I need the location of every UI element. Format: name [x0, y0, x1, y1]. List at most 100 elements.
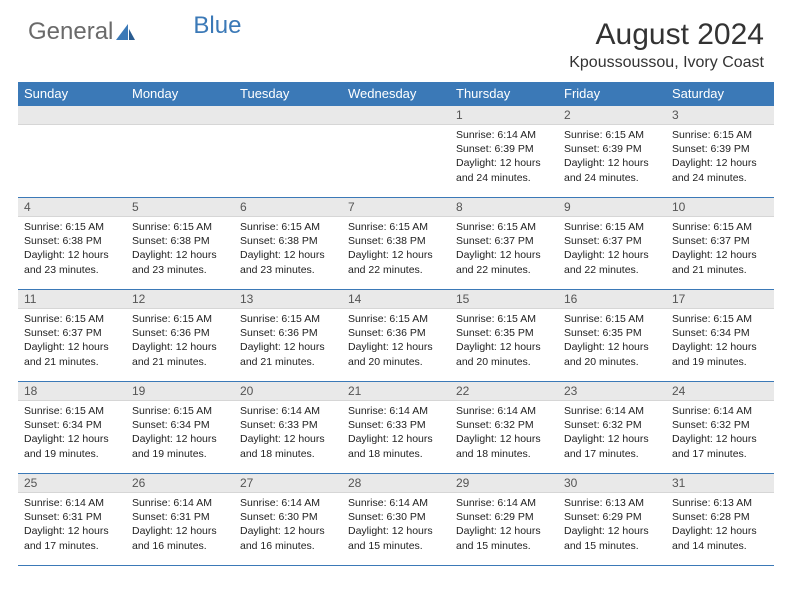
daylight-line: Daylight: 12 hours and 15 minutes. [348, 524, 444, 552]
daylight-line: Daylight: 12 hours and 17 minutes. [672, 432, 768, 460]
calendar-cell: 9Sunrise: 6:15 AMSunset: 6:37 PMDaylight… [558, 198, 666, 290]
day-number: 30 [558, 474, 666, 493]
calendar-week: 18Sunrise: 6:15 AMSunset: 6:34 PMDayligh… [18, 382, 774, 474]
calendar-cell: 1Sunrise: 6:14 AMSunset: 6:39 PMDaylight… [450, 106, 558, 198]
day-details: Sunrise: 6:15 AMSunset: 6:34 PMDaylight:… [126, 401, 234, 465]
day-details: Sunrise: 6:14 AMSunset: 6:30 PMDaylight:… [342, 493, 450, 557]
sunset-line: Sunset: 6:35 PM [456, 326, 552, 340]
sail-icon [115, 22, 137, 42]
sunset-line: Sunset: 6:29 PM [456, 510, 552, 524]
day-details: Sunrise: 6:15 AMSunset: 6:34 PMDaylight:… [18, 401, 126, 465]
sunrise-line: Sunrise: 6:15 AM [672, 220, 768, 234]
month-title: August 2024 [569, 18, 764, 52]
day-number: 21 [342, 382, 450, 401]
calendar-cell [18, 106, 126, 198]
sunrise-line: Sunrise: 6:14 AM [348, 496, 444, 510]
calendar-cell: 27Sunrise: 6:14 AMSunset: 6:30 PMDayligh… [234, 474, 342, 566]
day-number: 25 [18, 474, 126, 493]
daylight-line: Daylight: 12 hours and 22 minutes. [564, 248, 660, 276]
day-number: 6 [234, 198, 342, 217]
calendar-cell: 31Sunrise: 6:13 AMSunset: 6:28 PMDayligh… [666, 474, 774, 566]
calendar-cell: 18Sunrise: 6:15 AMSunset: 6:34 PMDayligh… [18, 382, 126, 474]
sunset-line: Sunset: 6:30 PM [240, 510, 336, 524]
day-number: 5 [126, 198, 234, 217]
sunrise-line: Sunrise: 6:15 AM [348, 312, 444, 326]
calendar-cell [342, 106, 450, 198]
calendar-cell [126, 106, 234, 198]
day-details: Sunrise: 6:14 AMSunset: 6:33 PMDaylight:… [342, 401, 450, 465]
calendar-week: 11Sunrise: 6:15 AMSunset: 6:37 PMDayligh… [18, 290, 774, 382]
sunrise-line: Sunrise: 6:15 AM [564, 128, 660, 142]
calendar-cell: 29Sunrise: 6:14 AMSunset: 6:29 PMDayligh… [450, 474, 558, 566]
calendar-cell: 30Sunrise: 6:13 AMSunset: 6:29 PMDayligh… [558, 474, 666, 566]
day-number [342, 106, 450, 125]
day-number [234, 106, 342, 125]
calendar-cell: 14Sunrise: 6:15 AMSunset: 6:36 PMDayligh… [342, 290, 450, 382]
calendar-cell: 22Sunrise: 6:14 AMSunset: 6:32 PMDayligh… [450, 382, 558, 474]
day-details: Sunrise: 6:13 AMSunset: 6:29 PMDaylight:… [558, 493, 666, 557]
calendar-cell: 25Sunrise: 6:14 AMSunset: 6:31 PMDayligh… [18, 474, 126, 566]
day-details: Sunrise: 6:15 AMSunset: 6:37 PMDaylight:… [558, 217, 666, 281]
day-header: Tuesday [234, 82, 342, 106]
sunset-line: Sunset: 6:32 PM [564, 418, 660, 432]
calendar-head: SundayMondayTuesdayWednesdayThursdayFrid… [18, 82, 774, 106]
day-details: Sunrise: 6:14 AMSunset: 6:29 PMDaylight:… [450, 493, 558, 557]
sunrise-line: Sunrise: 6:15 AM [564, 220, 660, 234]
sunrise-line: Sunrise: 6:15 AM [348, 220, 444, 234]
sunset-line: Sunset: 6:36 PM [240, 326, 336, 340]
day-number: 28 [342, 474, 450, 493]
daylight-line: Daylight: 12 hours and 19 minutes. [24, 432, 120, 460]
sunset-line: Sunset: 6:38 PM [132, 234, 228, 248]
calendar-week: 25Sunrise: 6:14 AMSunset: 6:31 PMDayligh… [18, 474, 774, 566]
sunrise-line: Sunrise: 6:15 AM [24, 404, 120, 418]
location-label: Kpoussoussou, Ivory Coast [569, 54, 764, 72]
day-header: Monday [126, 82, 234, 106]
sunrise-line: Sunrise: 6:14 AM [348, 404, 444, 418]
day-details: Sunrise: 6:14 AMSunset: 6:31 PMDaylight:… [18, 493, 126, 557]
day-details: Sunrise: 6:14 AMSunset: 6:39 PMDaylight:… [450, 125, 558, 189]
sunrise-line: Sunrise: 6:15 AM [672, 312, 768, 326]
day-number: 27 [234, 474, 342, 493]
day-number: 29 [450, 474, 558, 493]
calendar-cell: 4Sunrise: 6:15 AMSunset: 6:38 PMDaylight… [18, 198, 126, 290]
calendar-cell: 16Sunrise: 6:15 AMSunset: 6:35 PMDayligh… [558, 290, 666, 382]
daylight-line: Daylight: 12 hours and 15 minutes. [456, 524, 552, 552]
sunset-line: Sunset: 6:37 PM [672, 234, 768, 248]
daylight-line: Daylight: 12 hours and 21 minutes. [240, 340, 336, 368]
day-number: 18 [18, 382, 126, 401]
day-details: Sunrise: 6:15 AMSunset: 6:36 PMDaylight:… [126, 309, 234, 373]
calendar-cell: 17Sunrise: 6:15 AMSunset: 6:34 PMDayligh… [666, 290, 774, 382]
sunset-line: Sunset: 6:39 PM [672, 142, 768, 156]
sunset-line: Sunset: 6:37 PM [564, 234, 660, 248]
sunset-line: Sunset: 6:36 PM [348, 326, 444, 340]
calendar-cell: 3Sunrise: 6:15 AMSunset: 6:39 PMDaylight… [666, 106, 774, 198]
day-number: 22 [450, 382, 558, 401]
day-number: 8 [450, 198, 558, 217]
sunset-line: Sunset: 6:34 PM [24, 418, 120, 432]
calendar-cell: 7Sunrise: 6:15 AMSunset: 6:38 PMDaylight… [342, 198, 450, 290]
day-details: Sunrise: 6:15 AMSunset: 6:36 PMDaylight:… [234, 309, 342, 373]
calendar-cell: 10Sunrise: 6:15 AMSunset: 6:37 PMDayligh… [666, 198, 774, 290]
calendar-body: 1Sunrise: 6:14 AMSunset: 6:39 PMDaylight… [18, 106, 774, 566]
daylight-line: Daylight: 12 hours and 21 minutes. [24, 340, 120, 368]
calendar-cell: 2Sunrise: 6:15 AMSunset: 6:39 PMDaylight… [558, 106, 666, 198]
day-header: Saturday [666, 82, 774, 106]
day-number: 7 [342, 198, 450, 217]
sunrise-line: Sunrise: 6:14 AM [24, 496, 120, 510]
day-details: Sunrise: 6:14 AMSunset: 6:32 PMDaylight:… [666, 401, 774, 465]
sunset-line: Sunset: 6:33 PM [240, 418, 336, 432]
day-details: Sunrise: 6:15 AMSunset: 6:38 PMDaylight:… [126, 217, 234, 281]
daylight-line: Daylight: 12 hours and 24 minutes. [564, 156, 660, 184]
daylight-line: Daylight: 12 hours and 22 minutes. [456, 248, 552, 276]
sunset-line: Sunset: 6:32 PM [456, 418, 552, 432]
day-number: 20 [234, 382, 342, 401]
daylight-line: Daylight: 12 hours and 23 minutes. [240, 248, 336, 276]
day-number: 19 [126, 382, 234, 401]
sunset-line: Sunset: 6:35 PM [564, 326, 660, 340]
day-details: Sunrise: 6:15 AMSunset: 6:39 PMDaylight:… [558, 125, 666, 189]
day-number: 2 [558, 106, 666, 125]
day-header: Wednesday [342, 82, 450, 106]
calendar-cell [234, 106, 342, 198]
sunrise-line: Sunrise: 6:13 AM [672, 496, 768, 510]
calendar-cell: 21Sunrise: 6:14 AMSunset: 6:33 PMDayligh… [342, 382, 450, 474]
